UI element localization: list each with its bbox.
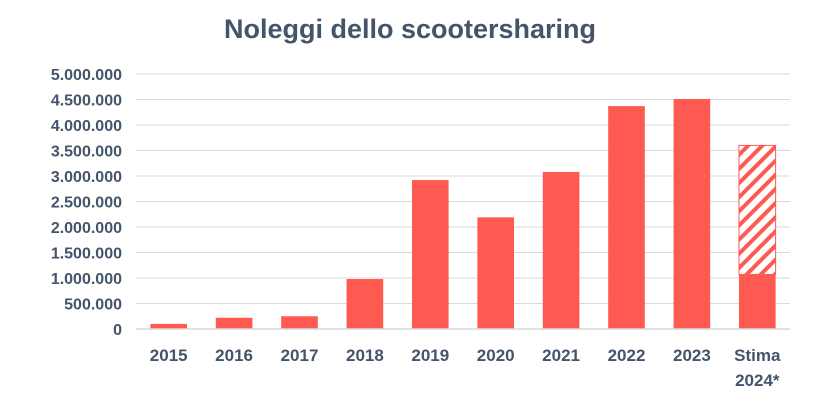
bar: [738, 274, 776, 329]
bar: [281, 316, 318, 329]
x-tick-label: 2016: [215, 346, 253, 365]
y-tick-label: 4.000.000: [51, 118, 122, 135]
y-tick-label: 1.000.000: [51, 271, 122, 288]
y-tick-label: 3.000.000: [51, 169, 122, 186]
y-tick-label: 2.500.000: [51, 195, 122, 212]
chart-title: Noleggi dello scootersharing: [223, 14, 597, 44]
bar: [150, 323, 188, 329]
y-tick-label: 4.500.000: [51, 93, 122, 110]
x-tick-label: 2018: [346, 346, 384, 365]
x-tick-label: 2017: [281, 346, 319, 365]
y-tick-label: 3.500.000: [51, 144, 122, 161]
bar: [346, 279, 384, 329]
y-axis-tick-labels: 0 500.000 1.000.000 1.500.000 2.000.000 2.500…: [51, 67, 122, 339]
bar: [215, 317, 253, 329]
bar: [477, 217, 515, 329]
y-tick-label: 1.500.000: [51, 246, 122, 263]
x-axis-category-labels: 2015 2016 2017 2018 2019 2020 2021 2022 2023 Stim…: [150, 346, 781, 390]
y-tick-label: 2.000.000: [51, 220, 122, 237]
bar-estimate-segment: [738, 144, 777, 275]
bars: [150, 98, 777, 330]
x-tick-label: 2015: [150, 346, 188, 365]
x-tick-label: Stima 2024*: [734, 346, 781, 390]
y-tick-label: 500.000: [64, 297, 122, 314]
x-tick-label: 2020: [477, 346, 515, 365]
x-tick-label: 2023: [673, 346, 711, 365]
y-tick-label: 0: [113, 322, 122, 339]
x-tick-label: 2021: [542, 346, 580, 365]
bar: [608, 106, 645, 329]
bar: [411, 180, 449, 329]
x-tick-label: 2022: [608, 346, 646, 365]
bar: [542, 171, 580, 329]
bar: [673, 98, 711, 330]
x-tick-label: 2019: [411, 346, 449, 365]
y-tick-label: 5.000.000: [51, 67, 122, 84]
